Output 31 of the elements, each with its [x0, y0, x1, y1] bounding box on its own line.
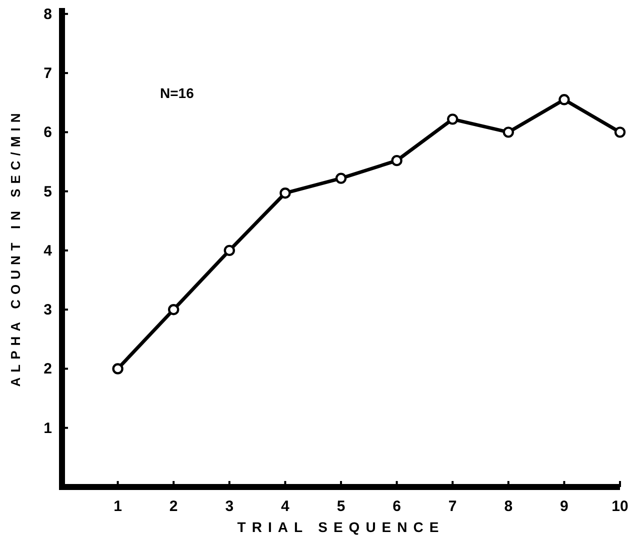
- y-tick-label: 6: [44, 124, 52, 142]
- x-tick-label: 10: [612, 498, 628, 515]
- point: [224, 244, 235, 256]
- y-tick-label: 5: [44, 183, 52, 200]
- x-tick-label: 4: [281, 498, 290, 515]
- x-tick-label: 8: [504, 498, 513, 515]
- x-axis-title: TRIAL SEQUENCE: [237, 519, 445, 535]
- x-tick-label: 2: [169, 498, 178, 515]
- x-tick-label: 6: [392, 498, 401, 515]
- x-tick-label: 9: [560, 498, 568, 515]
- x-tick-label: 7: [448, 498, 457, 515]
- point: [280, 187, 291, 199]
- point: [112, 363, 124, 374]
- y-tick-label: 7: [44, 65, 52, 82]
- point: [391, 154, 402, 166]
- point: [168, 304, 180, 316]
- y-tick-label: 8: [44, 6, 52, 23]
- annotation: N=16: [160, 85, 194, 101]
- x-tick-label: 1: [114, 498, 122, 515]
- y-tick-label: 4: [44, 242, 53, 260]
- point: [614, 126, 626, 138]
- x-tick-label: 5: [336, 498, 346, 515]
- y-axis-title: ALPHA COUNT IN SEC/MIN: [8, 108, 23, 387]
- x-tick-label: 3: [225, 498, 234, 515]
- point: [558, 94, 570, 106]
- y-tick-label: 1: [44, 420, 52, 437]
- point: [447, 114, 458, 125]
- y-tick-label: 2: [44, 360, 52, 378]
- y-tick-label: 3: [44, 302, 52, 319]
- point: [502, 126, 514, 138]
- point: [335, 172, 347, 184]
